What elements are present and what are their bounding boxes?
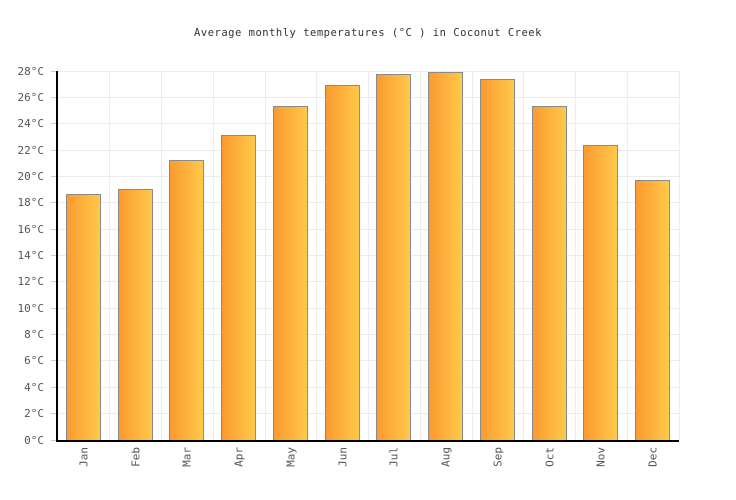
y-axis-tick	[51, 255, 56, 256]
y-axis-tick	[51, 202, 56, 204]
y-axis-tick	[51, 175, 56, 177]
bar-feb	[117, 188, 153, 440]
y-tick-label: 12°C	[17, 275, 45, 289]
v-gridline	[523, 71, 525, 440]
y-tick-label: 8°C	[24, 328, 44, 342]
y-tick-label: 22°C	[17, 143, 45, 157]
bar-oct	[531, 105, 567, 440]
x-slot-jan: Jan	[58, 442, 110, 498]
x-tick-label: Sep	[491, 447, 505, 467]
y-axis-labels: 0°C 2°C 4°C 6°C 8°C 10°C 12°C 14°C 16°C 18°C 20°C 2…	[0, 65, 50, 447]
y-axis-tick	[51, 96, 56, 98]
x-tick-label: Jun	[336, 447, 350, 467]
x-tick-label: Mar	[180, 447, 194, 467]
y-tick-label: 2°C	[24, 407, 44, 421]
y-axis-tick	[51, 281, 56, 283]
x-tick-label: Jan	[77, 447, 91, 467]
x-tick-label: May	[284, 447, 298, 467]
x-slot-mar: Mar	[162, 442, 214, 498]
y-tick-label: 26°C	[17, 90, 45, 104]
x-tick-label: Feb	[129, 447, 143, 467]
y-axis-tick	[51, 123, 56, 125]
x-slot-jul: Jul	[369, 442, 421, 498]
y-axis-tick	[51, 413, 56, 415]
x-tick-label: Apr	[232, 447, 246, 467]
v-gridline	[419, 71, 421, 440]
y-tick-label: 28°C	[17, 64, 45, 78]
v-gridline	[678, 71, 680, 440]
x-slot-apr: Apr	[213, 442, 265, 498]
y-tick-label: 20°C	[17, 169, 45, 183]
bar-apr	[221, 134, 257, 440]
x-slot-may: May	[265, 442, 317, 498]
v-gridline	[316, 71, 318, 440]
y-tick-label: 16°C	[17, 222, 45, 236]
bar-jul	[376, 74, 412, 440]
y-axis-tick	[51, 386, 56, 388]
x-slot-oct: Oct	[524, 442, 576, 498]
x-slot-jun: Jun	[317, 442, 369, 498]
y-tick-label: 0°C	[24, 433, 44, 447]
x-tick-label: Nov	[594, 447, 608, 467]
x-tick-label: Aug	[439, 447, 453, 467]
x-tick-label: Dec	[646, 447, 660, 467]
x-slot-aug: Aug	[420, 442, 472, 498]
x-slot-nov: Nov	[576, 442, 628, 498]
bar-nov	[583, 145, 619, 440]
v-gridline	[264, 71, 266, 440]
y-tick-label: 10°C	[17, 301, 45, 315]
v-gridline	[575, 71, 576, 440]
x-axis-labels: Jan Feb Mar Apr May Jun Jul Aug Sep Oct Nov Dec	[58, 442, 679, 498]
y-axis-tick	[51, 149, 56, 151]
bar-aug	[428, 71, 464, 440]
x-tick-label: Oct	[543, 447, 557, 467]
v-gridline	[161, 71, 162, 440]
v-gridline	[212, 71, 214, 440]
x-tick-label: Jul	[387, 447, 401, 467]
y-tick-label: 14°C	[17, 249, 45, 262]
bar-sep	[479, 79, 515, 440]
x-slot-feb: Feb	[110, 442, 162, 498]
bar-mar	[169, 159, 205, 440]
y-tick-label: 18°C	[17, 196, 45, 210]
y-axis-tick	[51, 228, 56, 230]
chart-title: Average monthly temperatures (°C ) in Co…	[194, 27, 542, 39]
plot-area	[51, 70, 680, 442]
y-axis-tick	[51, 70, 56, 72]
y-axis-tick	[51, 439, 56, 441]
y-tick-label: 24°C	[17, 117, 45, 131]
bar-jun	[324, 84, 360, 440]
x-slot-sep: Sep	[472, 442, 524, 498]
y-axis-tick	[51, 360, 56, 362]
y-axis-tick	[51, 334, 56, 336]
v-gridline	[471, 71, 473, 440]
y-axis-tick	[51, 307, 56, 309]
v-gridline	[368, 71, 369, 440]
y-tick-label: 4°C	[24, 380, 44, 394]
v-gridline	[626, 71, 628, 440]
bar-jan	[65, 194, 101, 440]
v-gridline	[109, 71, 111, 440]
bar-may	[272, 105, 308, 440]
bar-dec	[635, 179, 671, 440]
x-slot-dec: Dec	[627, 442, 679, 498]
y-tick-label: 6°C	[24, 354, 44, 368]
